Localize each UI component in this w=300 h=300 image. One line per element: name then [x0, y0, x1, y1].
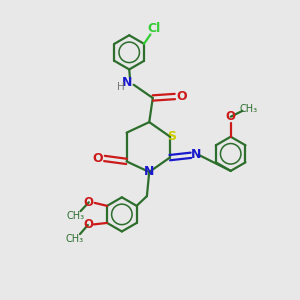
Text: O: O [84, 196, 94, 209]
Text: O: O [176, 90, 187, 103]
Text: H: H [116, 82, 124, 92]
Text: N: N [122, 76, 132, 89]
Text: S: S [168, 130, 177, 143]
Text: N: N [191, 148, 201, 161]
Text: N: N [144, 166, 154, 178]
Text: Cl: Cl [148, 22, 161, 35]
Text: CH₃: CH₃ [240, 104, 258, 114]
Text: O: O [226, 110, 236, 123]
Text: CH₃: CH₃ [66, 234, 84, 244]
Text: O: O [83, 218, 93, 232]
Text: O: O [93, 152, 103, 165]
Text: CH₃: CH₃ [66, 211, 84, 220]
